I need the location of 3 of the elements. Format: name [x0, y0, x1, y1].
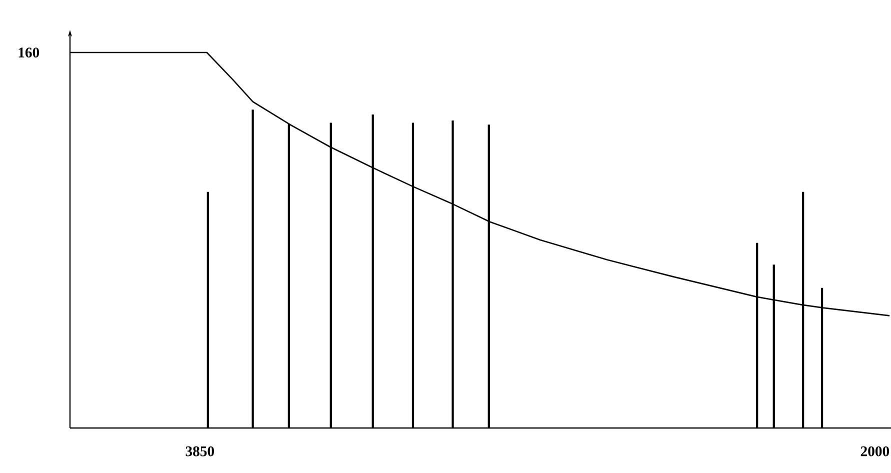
- annotation: 160: [18, 48, 40, 58]
- x-tick-label: 2000: [860, 446, 890, 456]
- x-tick-label: 3850: [186, 446, 214, 456]
